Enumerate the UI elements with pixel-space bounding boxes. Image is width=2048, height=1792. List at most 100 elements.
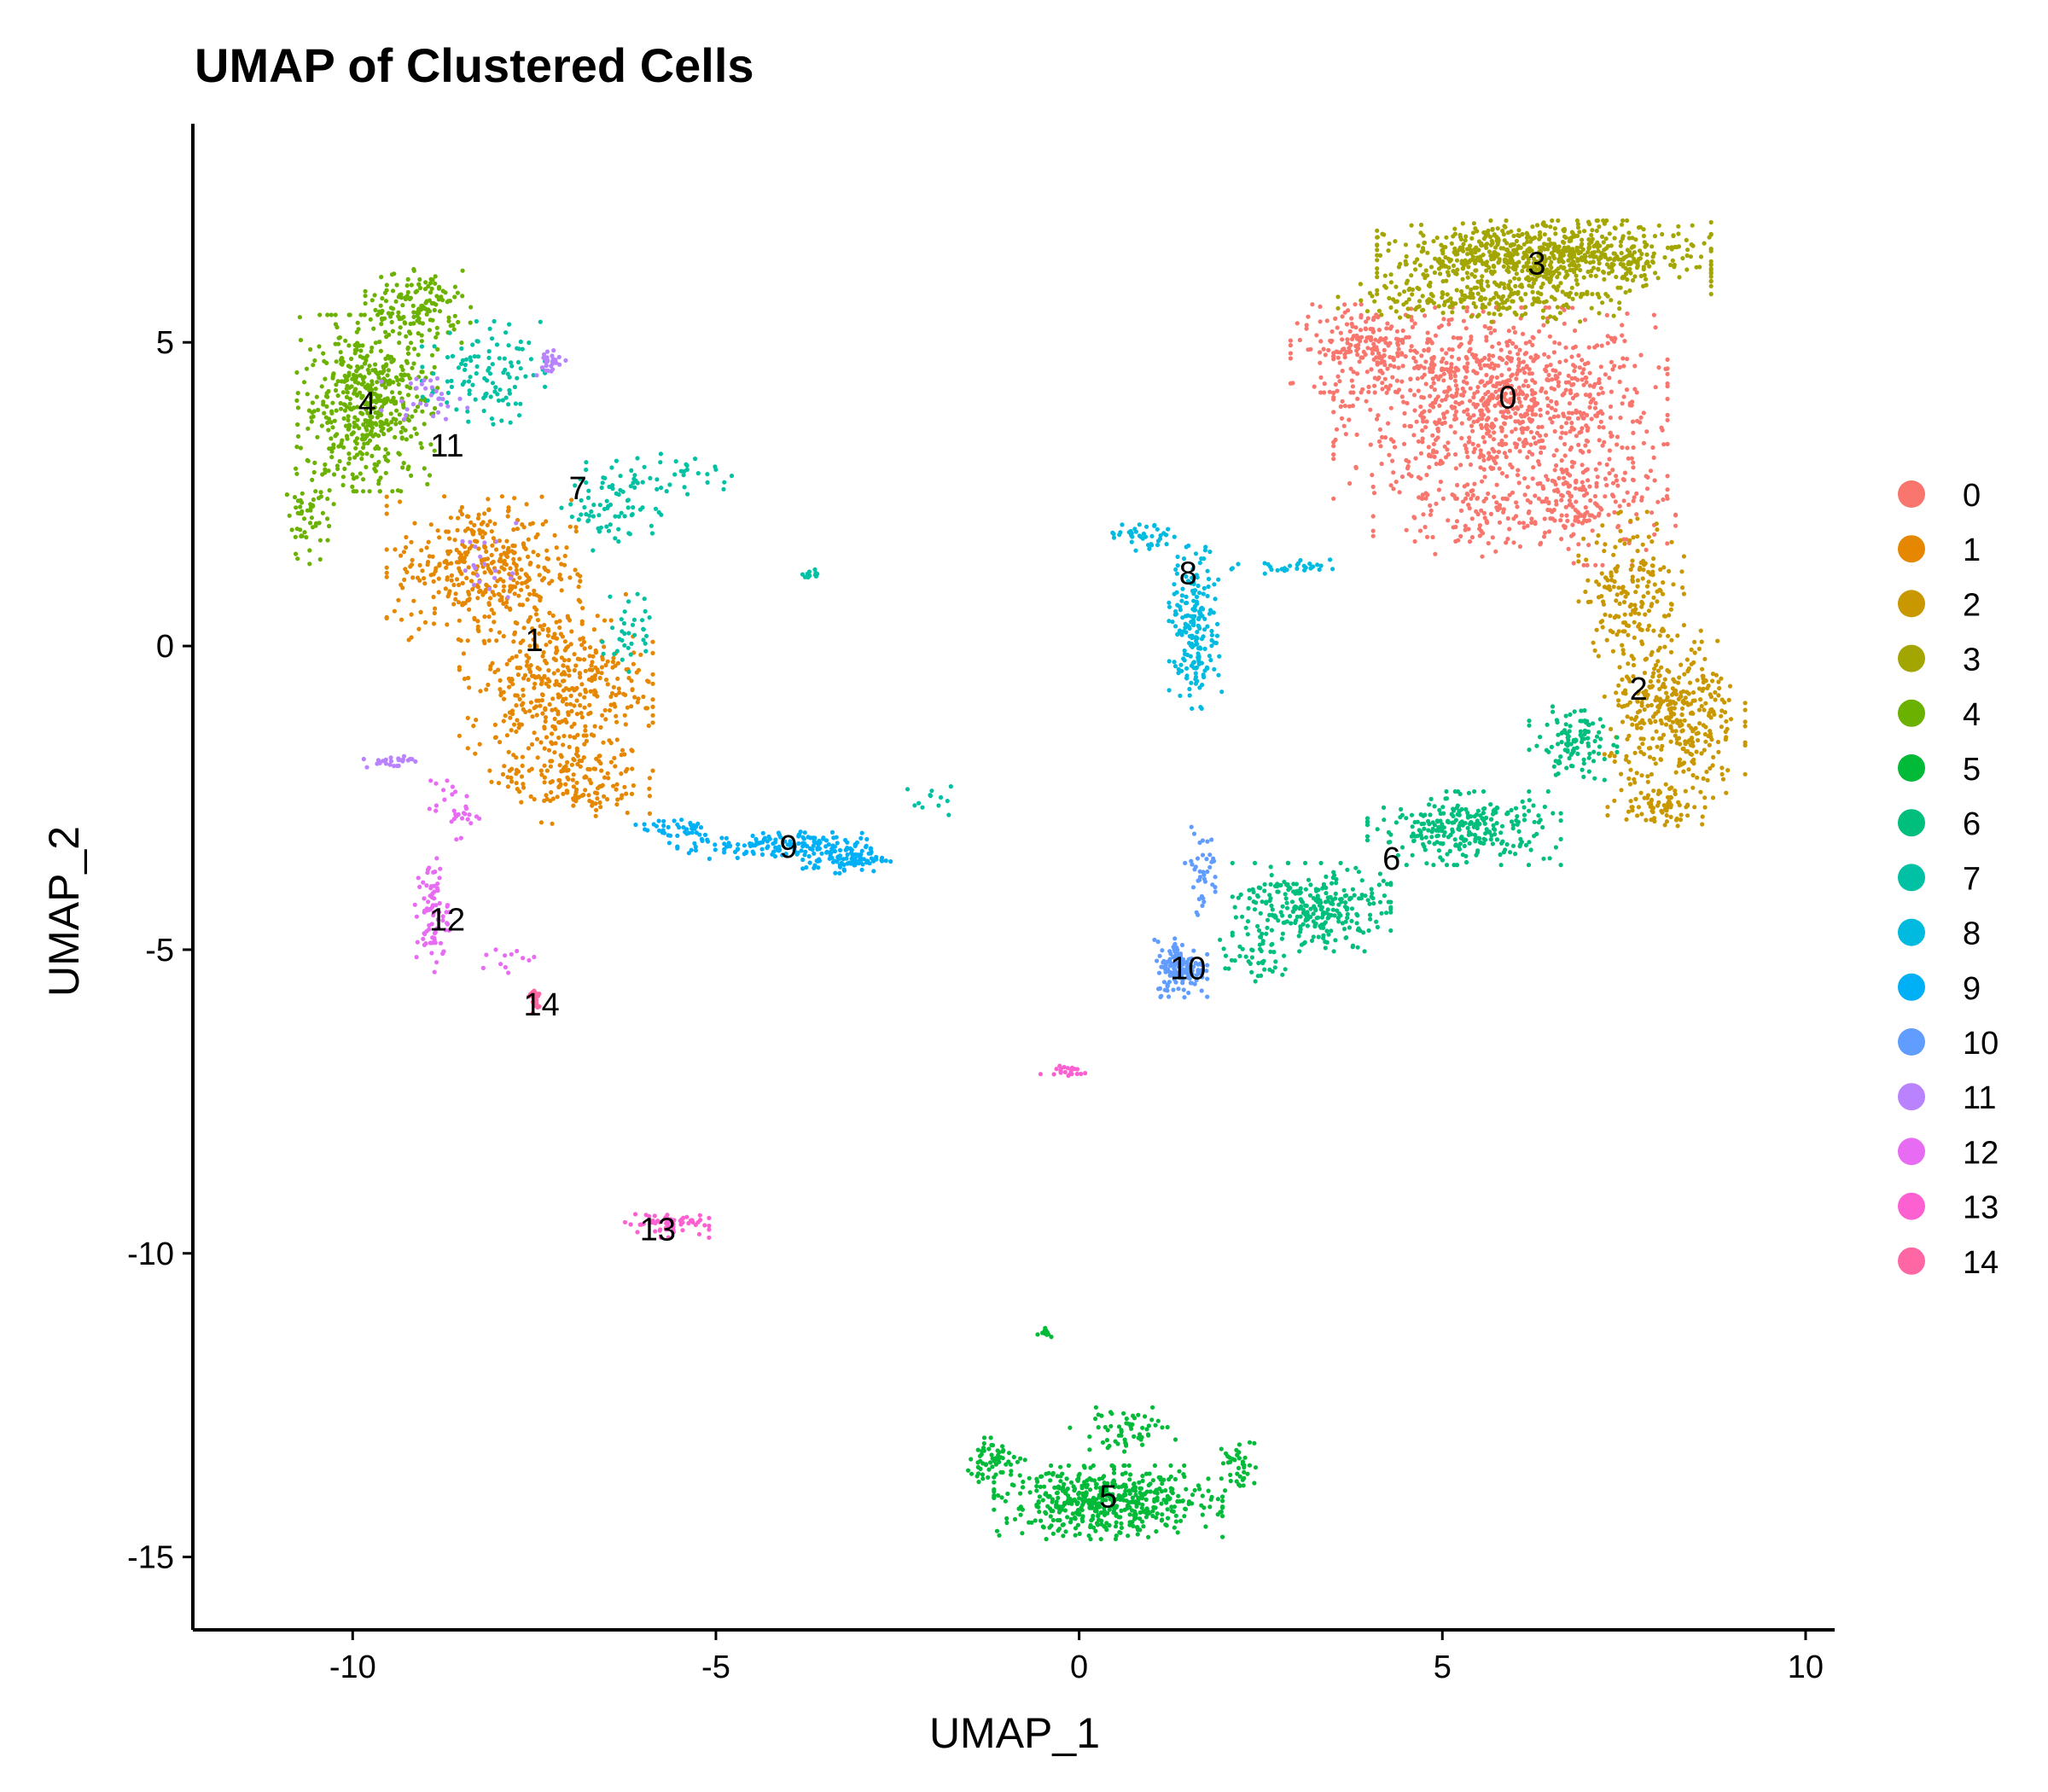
cell-point	[1593, 562, 1598, 567]
cell-point	[1440, 347, 1445, 352]
cell-point	[380, 296, 385, 301]
cell-point	[467, 685, 472, 690]
cell-point	[1627, 288, 1632, 294]
cell-point	[1433, 398, 1439, 403]
cell-point	[1708, 735, 1713, 740]
cell-point	[1492, 430, 1497, 435]
cell-point	[1620, 218, 1626, 224]
cell-point	[1651, 312, 1656, 317]
cell-point	[422, 576, 427, 581]
cell-point	[1649, 702, 1654, 708]
cell-point	[1516, 233, 1521, 238]
cell-point	[1449, 362, 1454, 367]
cell-point	[1479, 242, 1484, 247]
cell-point	[383, 457, 389, 463]
cell-point	[508, 715, 513, 720]
cell-point	[1563, 292, 1568, 297]
cell-point	[405, 345, 410, 350]
cell-point	[1515, 504, 1520, 509]
cell-point	[330, 425, 335, 430]
cell-point	[284, 492, 289, 497]
cell-point	[1602, 439, 1607, 445]
cell-point	[1720, 777, 1726, 782]
cell-point	[1335, 294, 1341, 300]
cell-point	[507, 589, 513, 594]
cell-point	[393, 299, 399, 304]
cell-point	[335, 393, 340, 399]
cell-point	[520, 602, 526, 608]
cell-point	[1659, 721, 1664, 726]
cell-point	[578, 579, 583, 584]
cell-point	[997, 1533, 1002, 1538]
cell-point	[1601, 269, 1606, 275]
cell-point	[1690, 729, 1696, 734]
cell-point	[1382, 359, 1387, 364]
cell-point	[557, 777, 562, 783]
cell-point	[1556, 271, 1562, 276]
cell-point	[1643, 612, 1648, 617]
cell-point	[578, 703, 583, 708]
cell-point	[536, 564, 541, 569]
cell-point	[1401, 302, 1406, 307]
cell-point	[562, 562, 567, 567]
cell-point	[1509, 229, 1514, 234]
cell-point	[583, 689, 589, 695]
cell-point	[608, 694, 614, 700]
cell-point	[1396, 337, 1401, 342]
cell-point	[1607, 457, 1612, 462]
cell-point	[1539, 424, 1545, 429]
cell-point	[505, 547, 510, 552]
cell-point	[456, 319, 461, 325]
cell-point	[1675, 680, 1681, 685]
cell-point	[1651, 756, 1656, 761]
cell-point	[1513, 283, 1518, 288]
cell-point	[1452, 374, 1457, 379]
cell-point	[564, 719, 569, 725]
cell-point	[1612, 236, 1617, 241]
cell-point	[1404, 335, 1409, 340]
cell-point	[1588, 400, 1593, 405]
cell-point	[1551, 507, 1556, 513]
cell-point	[1308, 346, 1313, 352]
cell-point	[505, 775, 510, 780]
cell-point	[570, 685, 575, 691]
cell-point	[533, 704, 538, 709]
cell-point	[1411, 365, 1417, 370]
cell-point	[576, 585, 581, 590]
cell-point	[603, 662, 608, 668]
cell-point	[1529, 408, 1534, 413]
cell-point	[298, 504, 303, 509]
cell-point	[1612, 509, 1617, 515]
cell-point	[538, 677, 544, 682]
cell-point	[1551, 479, 1556, 484]
cell-point	[581, 639, 587, 644]
cell-point	[608, 618, 614, 623]
cell-point	[305, 458, 311, 463]
cell-point	[1530, 289, 1535, 294]
cell-point	[1331, 452, 1336, 457]
cell-point	[1451, 525, 1456, 530]
cell-point	[488, 627, 493, 632]
cell-point	[1581, 382, 1586, 387]
cell-point	[1143, 1471, 1149, 1476]
cell-point	[526, 619, 531, 624]
cell-point	[1413, 359, 1418, 364]
cell-point	[600, 713, 605, 718]
cell-point	[546, 628, 551, 634]
cell-point	[1743, 707, 1748, 713]
cell-point	[1535, 299, 1540, 304]
cell-point	[1380, 231, 1385, 236]
cell-point	[650, 704, 655, 710]
cell-point	[287, 513, 292, 518]
cell-point	[340, 482, 346, 488]
cell-point	[425, 481, 430, 487]
cell-point	[1339, 416, 1345, 421]
cell-point	[1681, 769, 1686, 774]
cell-point	[346, 343, 352, 348]
cell-point	[1575, 224, 1581, 230]
cell-point	[1702, 656, 1708, 661]
cell-point	[475, 585, 481, 590]
cell-point	[1530, 224, 1535, 230]
cell-point	[468, 520, 474, 525]
cell-point	[470, 587, 475, 592]
